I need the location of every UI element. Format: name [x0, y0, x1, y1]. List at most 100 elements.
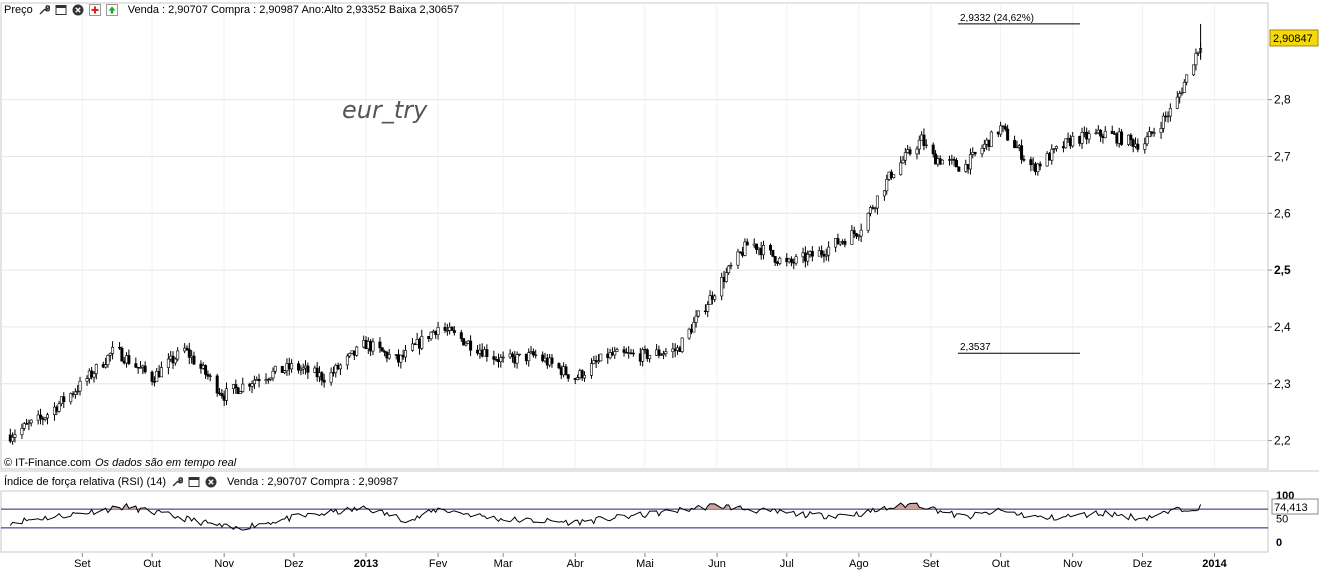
candle-body [250, 383, 254, 387]
candle-body [1071, 136, 1075, 147]
close-icon[interactable] [71, 3, 85, 17]
rsi-value-tag [1271, 498, 1319, 515]
candle-body [464, 343, 468, 346]
candle-body [429, 331, 433, 340]
candle-body [22, 423, 26, 429]
candle-body [875, 195, 879, 209]
candle-body [917, 139, 921, 150]
candle-body [613, 351, 617, 356]
candle-body [1182, 81, 1186, 93]
candle-body [517, 353, 521, 356]
wrench-icon[interactable] [37, 3, 51, 17]
candle-body [469, 340, 473, 351]
candle-body [1194, 53, 1198, 66]
candle-body [931, 144, 935, 155]
x-tick-label: Ago [849, 558, 869, 570]
candle-body [843, 241, 847, 245]
candle-body [452, 330, 456, 333]
candle-body [166, 358, 170, 368]
candle-body [1038, 163, 1042, 167]
annotation-label: 2,9332 (24,62%) [960, 13, 1034, 24]
candle-body [901, 159, 905, 164]
candle-body [596, 360, 600, 363]
add-icon[interactable] [88, 3, 102, 17]
candle-body [859, 229, 863, 237]
candle-body [531, 351, 535, 356]
candle-body [952, 158, 956, 161]
candle-body [1094, 132, 1098, 135]
candle-body [220, 393, 224, 397]
candle-body [108, 353, 112, 356]
candle-body [810, 251, 814, 257]
x-tick-label: Jun [708, 558, 726, 570]
candle-body [1003, 126, 1007, 130]
candle-body [187, 349, 191, 358]
candle-body [173, 358, 177, 364]
candle-body [806, 254, 810, 262]
candle-body [380, 347, 384, 352]
candle-body [973, 151, 977, 155]
candle-body [143, 365, 147, 373]
export-icon[interactable] [105, 3, 119, 17]
price-y-tick-label: 2,7 [1274, 149, 1291, 163]
candle-body [1147, 131, 1151, 138]
candle-body [566, 374, 570, 379]
candle-body [720, 276, 724, 297]
window-icon[interactable] [187, 475, 201, 489]
candle-body [1175, 96, 1179, 109]
candle-body [492, 356, 496, 360]
candle-body [908, 149, 912, 155]
candle-body [420, 336, 424, 349]
candle-body [564, 366, 568, 375]
candle-body [1013, 139, 1017, 148]
candle-body [1192, 64, 1196, 76]
candle-body [1080, 132, 1084, 144]
x-tick-label: Set [74, 558, 91, 570]
candle-body [885, 179, 889, 192]
candle-body [29, 419, 33, 424]
window-icon[interactable] [54, 3, 68, 17]
candle-body [641, 349, 645, 362]
wrench-icon[interactable] [170, 475, 184, 489]
realtime-note: Os dados são em tempo real [94, 457, 237, 469]
candle-body [922, 134, 926, 146]
candle-body [696, 310, 700, 317]
candle-body [273, 365, 277, 372]
candle-body [1015, 146, 1019, 149]
candle-body [383, 350, 387, 353]
candle-body [127, 355, 131, 364]
x-tick-label: Out [143, 558, 161, 570]
candle-body [708, 295, 712, 305]
candle-body [968, 154, 972, 170]
candle-body [755, 243, 759, 250]
candle-body [1143, 143, 1147, 150]
candle-body [176, 350, 180, 360]
candle-body [120, 347, 124, 362]
candle-body [118, 346, 122, 349]
candle-body [768, 245, 772, 251]
rsi-panel-label: Índice de força relativa (RSI) (14) [4, 476, 167, 488]
candle-body [680, 337, 684, 352]
candle-body [78, 380, 82, 392]
price-y-tick-label: 2,8 [1274, 93, 1291, 107]
candle-body [1052, 148, 1056, 150]
candle-body [45, 414, 49, 419]
candle-body [852, 230, 856, 235]
last-price-label: 2,90847 [1273, 33, 1313, 45]
candle-body [836, 238, 840, 245]
candle-body [550, 357, 554, 364]
candle-body [39, 414, 43, 419]
candle-body [687, 328, 691, 339]
candle-body [1087, 133, 1091, 140]
candle-body [824, 254, 828, 257]
candle-body [215, 375, 219, 394]
close-icon[interactable] [204, 475, 218, 489]
candle-body [257, 379, 261, 382]
candle-body [892, 174, 896, 178]
candle-body [297, 363, 301, 371]
candle-body [92, 373, 96, 378]
candle-body [631, 352, 635, 355]
candle-body [738, 251, 742, 253]
candle-body [266, 378, 270, 381]
